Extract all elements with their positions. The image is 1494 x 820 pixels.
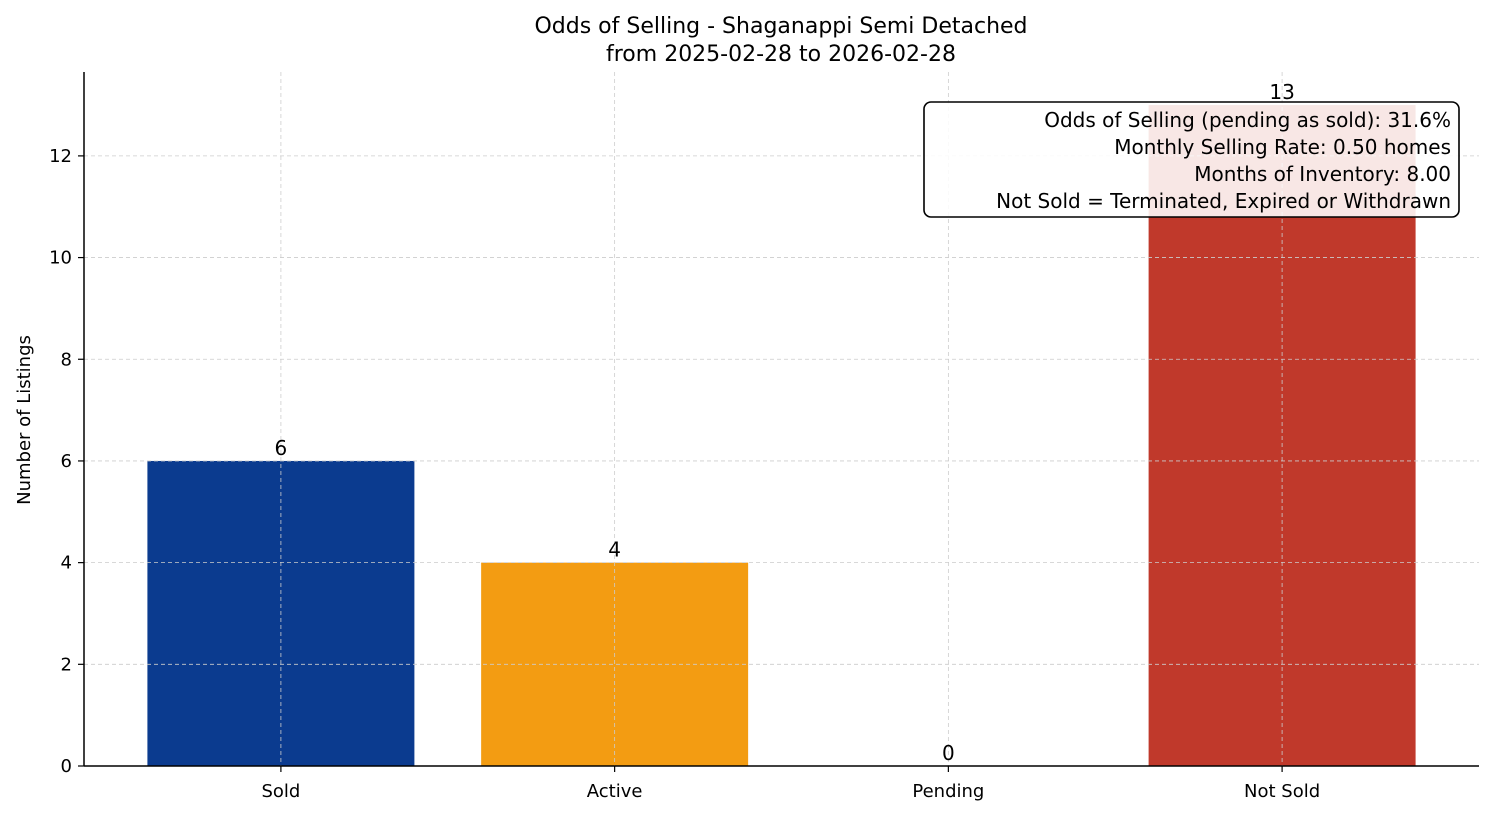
- y-tick-label: 4: [61, 553, 72, 574]
- y-tick-label: 8: [61, 349, 72, 370]
- y-axis-label: Number of Listings: [14, 335, 35, 505]
- chart-title: Odds of Selling - Shaganappi Semi Detach…: [534, 14, 1027, 39]
- x-tick-label: Active: [587, 781, 643, 802]
- x-tick-label: Pending: [912, 781, 984, 802]
- data-label: 6: [275, 436, 288, 460]
- data-label: 4: [608, 538, 621, 562]
- annotation-line: Not Sold = Terminated, Expired or Withdr…: [996, 189, 1451, 213]
- annotation-line: Months of Inventory: 8.00: [1194, 162, 1451, 186]
- data-labels: 6 4 0 13: [275, 80, 1295, 765]
- axes: 0 2 4 6 8 10 12 Sold Active Pending Not Sold: [49, 72, 1479, 802]
- x-tick-label: Not Sold: [1244, 781, 1320, 802]
- annotation-box: Odds of Selling (pending as sold): 31.6%…: [923, 101, 1460, 218]
- y-tick-label: 12: [49, 146, 72, 167]
- annotation-frame: [923, 101, 1460, 218]
- y-tick-label: 6: [61, 451, 72, 472]
- data-label: 13: [1269, 80, 1294, 104]
- annotation-line: Monthly Selling Rate: 0.50 homes: [1114, 135, 1451, 159]
- annotation-line: Odds of Selling (pending as sold): 31.6%: [1044, 108, 1451, 132]
- y-tick-label: 10: [49, 248, 72, 269]
- chart-subtitle: from 2025-02-28 to 2026-02-28: [606, 42, 956, 67]
- x-tick-label: Sold: [261, 781, 300, 802]
- data-label: 0: [942, 741, 955, 765]
- y-tick-label: 0: [61, 756, 72, 777]
- y-tick-label: 2: [61, 654, 72, 675]
